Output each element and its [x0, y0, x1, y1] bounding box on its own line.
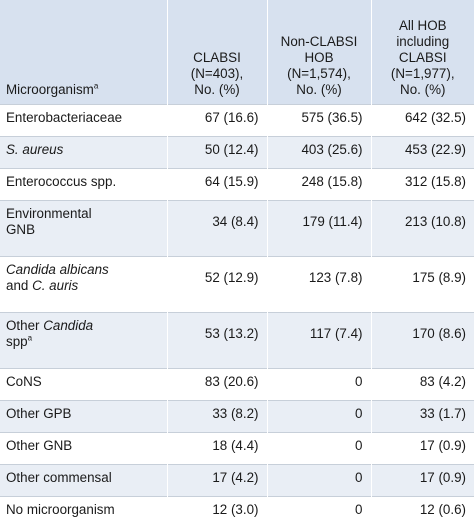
cell-all-hob: 213 (10.8) [370, 199, 474, 256]
cell-non-clabsi: 0 [266, 367, 371, 400]
row-name: CoNS [0, 367, 167, 400]
cell-clabsi: 64 (15.9) [166, 167, 267, 200]
cell-clabsi: 50 (12.4) [166, 135, 267, 168]
header-clabsi-line: (N=403), [190, 65, 244, 81]
cell-clabsi: 83 (20.6) [166, 367, 267, 400]
table-body: Enterobacteriaceae 67 (16.6) 575 (36.5) … [0, 103, 474, 528]
row-name: Other GNB [0, 431, 167, 464]
cell-non-clabsi: 403 (25.6) [266, 135, 371, 168]
footnote-marker: a [93, 81, 99, 91]
cell-non-clabsi: 0 [266, 495, 371, 528]
cell-all-hob: 170 (8.6) [370, 311, 474, 368]
cell-non-clabsi: 0 [266, 399, 371, 432]
table-row: Candida albicans and C. auris 52 (12.9) … [0, 255, 474, 312]
cell-all-hob: 17 (0.9) [370, 463, 474, 496]
row-name-line: Environmental [6, 205, 92, 221]
header-all-hob-line: including [396, 33, 450, 49]
cell-clabsi: 33 (8.2) [166, 399, 267, 432]
cell-non-clabsi: 0 [266, 431, 371, 464]
footnote-marker: a [27, 333, 33, 343]
table-header: Microorganisma CLABSI (N=403), No. (%) N… [0, 0, 474, 104]
header-clabsi-line: No. (%) [194, 81, 240, 97]
cell-clabsi: 52 (12.9) [166, 255, 267, 312]
row-name: S. aureus [0, 135, 167, 168]
header-non-clabsi-line: No. (%) [296, 81, 342, 97]
header-all-hob-line: (N=1,977), [390, 65, 455, 81]
header-non-clabsi: Non-CLABSI HOB (N=1,574), No. (%) [266, 0, 371, 104]
cell-all-hob: 83 (4.2) [370, 367, 474, 400]
table-row: Other Candida sppa 53 (13.2) 117 (7.4) 1… [0, 311, 474, 368]
row-name-line: Other Candida [6, 318, 163, 334]
header-non-clabsi-line: Non-CLABSI [280, 33, 358, 49]
header-all-hob-line: All HOB [398, 17, 447, 33]
row-name-line: Candida albicans [6, 262, 163, 278]
cell-clabsi: 18 (4.4) [166, 431, 267, 464]
cell-all-hob: 453 (22.9) [370, 135, 474, 168]
row-name: Environmental GNB [0, 199, 167, 256]
cell-all-hob: 12 (0.6) [370, 495, 474, 528]
row-name: Other commensal [0, 463, 167, 496]
row-name: Enterobacteriaceae [0, 103, 167, 136]
header-microorganism: Microorganisma [0, 0, 167, 104]
cell-non-clabsi: 179 (11.4) [266, 199, 371, 256]
table-row: Other commensal 17 (4.2) 0 17 (0.9) [0, 463, 474, 496]
row-name-italic: Candida [43, 317, 94, 333]
row-name-line: sppa [6, 334, 163, 350]
row-name: Candida albicans and C. auris [0, 255, 167, 312]
row-name: No microorganism [0, 495, 167, 528]
cell-non-clabsi: 0 [266, 463, 371, 496]
cell-all-hob: 17 (0.9) [370, 431, 474, 464]
header-clabsi-line: CLABSI [193, 49, 241, 65]
cell-clabsi: 67 (16.6) [166, 103, 267, 136]
table-row: CoNS 83 (20.6) 0 83 (4.2) [0, 367, 474, 400]
cell-clabsi: 12 (3.0) [166, 495, 267, 528]
header-microorganism-label: Microorganism [6, 81, 94, 97]
header-row: Microorganisma CLABSI (N=403), No. (%) N… [0, 0, 474, 104]
cell-all-hob: 642 (32.5) [370, 103, 474, 136]
header-all-hob-line: No. (%) [400, 81, 446, 97]
cell-all-hob: 33 (1.7) [370, 399, 474, 432]
row-name-line: GNB [6, 221, 36, 237]
header-all-hob: All HOB including CLABSI (N=1,977), No. … [370, 0, 474, 104]
row-name: Other Candida sppa [0, 311, 167, 368]
row-name-italic: C. auris [32, 277, 79, 293]
cell-all-hob: 312 (15.8) [370, 167, 474, 200]
table-row: Environmental GNB 34 (8.4) 179 (11.4) 21… [0, 199, 474, 256]
header-non-clabsi-line: (N=1,574), [287, 65, 351, 81]
row-name-text: spp [6, 333, 28, 349]
cell-non-clabsi: 117 (7.4) [266, 311, 371, 368]
table-row: Enterobacteriaceae 67 (16.6) 575 (36.5) … [0, 103, 474, 136]
row-name-text: and [6, 277, 33, 293]
table-row: S. aureus 50 (12.4) 403 (25.6) 453 (22.9… [0, 135, 474, 168]
cell-all-hob: 175 (8.9) [370, 255, 474, 312]
table-row: Enterococcus spp. 64 (15.9) 248 (15.8) 3… [0, 167, 474, 200]
cell-non-clabsi: 575 (36.5) [266, 103, 371, 136]
cell-non-clabsi: 123 (7.8) [266, 255, 371, 312]
row-name-italic: S. aureus [6, 141, 64, 157]
cell-non-clabsi: 248 (15.8) [266, 167, 371, 200]
cell-clabsi: 34 (8.4) [166, 199, 267, 256]
row-name-text: Other [6, 317, 44, 333]
header-non-clabsi-line: HOB [304, 49, 334, 65]
row-name-line: and C. auris [6, 278, 163, 294]
cell-clabsi: 17 (4.2) [166, 463, 267, 496]
table-row: Other GNB 18 (4.4) 0 17 (0.9) [0, 431, 474, 464]
header-all-hob-line: CLABSI [398, 49, 447, 65]
header-clabsi: CLABSI (N=403), No. (%) [166, 0, 267, 104]
table-row: Other GPB 33 (8.2) 0 33 (1.7) [0, 399, 474, 432]
table-row: No microorganism 12 (3.0) 0 12 (0.6) [0, 495, 474, 528]
row-name: Enterococcus spp. [0, 167, 167, 200]
cell-clabsi: 53 (13.2) [166, 311, 267, 368]
row-name-italic: Candida albicans [6, 261, 109, 277]
row-name: Other GPB [0, 399, 167, 432]
